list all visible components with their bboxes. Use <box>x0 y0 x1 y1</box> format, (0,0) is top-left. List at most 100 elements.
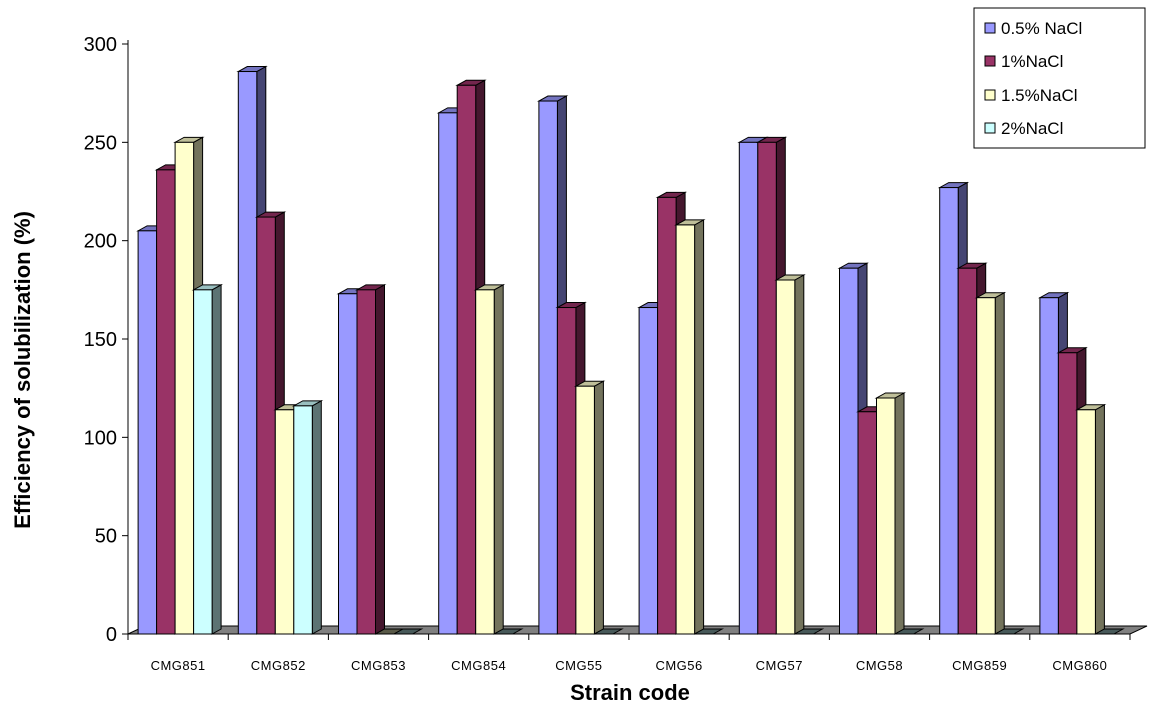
x-tick-label: CMG851 <box>151 658 206 673</box>
bar <box>392 628 424 635</box>
bar-side <box>311 400 322 635</box>
bar-front <box>738 141 759 635</box>
bar-front <box>638 307 659 635</box>
bar <box>355 283 387 635</box>
legend-item-3: 1.5%NaCl <box>984 86 1078 105</box>
bar-front <box>256 216 276 635</box>
bar-side <box>493 283 504 635</box>
bar-zero-slab <box>993 628 1025 635</box>
bar-front <box>556 307 577 635</box>
bar <box>1074 403 1107 635</box>
bar-front <box>876 397 896 635</box>
bar-side <box>211 283 222 635</box>
legend-item-2: 1%NaCl <box>984 52 1063 71</box>
bar-front <box>857 411 877 635</box>
bar-side <box>894 392 905 635</box>
x-tick-labels: CMG851 CMG852 CMG853 CMG854 CMG55 CMG56 CMG57 C… <box>151 658 1107 673</box>
bar-front <box>137 230 158 635</box>
bar-front <box>456 84 477 635</box>
y-tick-label: 100 <box>84 427 117 449</box>
legend-swatch <box>984 22 996 34</box>
legend-swatch <box>984 122 996 134</box>
legend: 0.5% NaCl 1%NaCl 1.5%NaCl 2%NaCl <box>973 7 1146 149</box>
bar <box>692 628 725 635</box>
bar <box>492 628 524 635</box>
bar-side <box>994 291 1005 635</box>
y-tick-labels: 0 50 100 150 200 250 300 <box>84 34 117 646</box>
bar-zero-slab <box>792 628 825 635</box>
bar-front <box>293 405 313 635</box>
bar-front <box>1057 352 1078 635</box>
x-tick-label: CMG852 <box>251 658 306 673</box>
x-axis-title: Strain code <box>570 680 690 705</box>
bar <box>592 628 624 635</box>
bar <box>674 219 706 635</box>
bar-front <box>1039 297 1059 635</box>
legend-swatch <box>984 89 996 101</box>
bar-zero-slab <box>1093 628 1125 635</box>
bar-front <box>356 289 376 635</box>
bar-front <box>957 267 978 635</box>
bar-side <box>694 219 705 635</box>
bar <box>1093 628 1125 635</box>
bar-front <box>538 100 558 635</box>
bar-front <box>475 289 495 635</box>
x-tick-label: CMG57 <box>756 658 803 673</box>
legend-label: 1%NaCl <box>1001 52 1063 71</box>
bar-side <box>794 274 805 635</box>
legend-label: 1.5%NaCl <box>1001 86 1078 105</box>
bar-front <box>156 169 176 635</box>
bar-front <box>976 297 996 635</box>
x-tick-label: CMG860 <box>1052 658 1107 673</box>
bar-front <box>757 141 777 635</box>
bar-side <box>375 283 385 635</box>
bar <box>893 628 925 635</box>
bar <box>792 628 825 635</box>
bar-zero-slab <box>692 628 725 635</box>
x-tick-label: CMG853 <box>351 658 406 673</box>
bar <box>573 380 606 635</box>
bar-front <box>174 141 195 635</box>
x-tick-label: CMG854 <box>451 658 506 673</box>
bar <box>974 291 1007 635</box>
x-tick-label: CMG56 <box>655 658 702 673</box>
bar-front <box>438 112 458 635</box>
bar-side <box>593 380 604 635</box>
legend-label: 0.5% NaCl <box>1001 19 1082 38</box>
bar-front <box>939 187 959 635</box>
bar-front <box>675 224 696 635</box>
bar <box>774 274 806 635</box>
bar-front <box>657 196 677 635</box>
y-tick-label: 300 <box>84 34 117 56</box>
x-tick-label: CMG859 <box>952 658 1007 673</box>
bar-front <box>775 279 796 635</box>
bar-front <box>274 409 295 635</box>
y-tick-label: 150 <box>84 329 117 351</box>
legend-box <box>973 7 1146 149</box>
bar <box>993 628 1025 635</box>
legend-item-4: 2%NaCl <box>984 119 1063 138</box>
legend-label: 2%NaCl <box>1001 119 1063 138</box>
bars-layer <box>136 65 1125 635</box>
x-tick-label: CMG58 <box>856 658 903 673</box>
bar-side <box>1094 403 1105 635</box>
bar-front <box>1076 409 1096 635</box>
bar-front <box>237 71 258 635</box>
bar <box>473 283 506 635</box>
bar-zero-slab <box>592 628 624 635</box>
y-tick-label: 50 <box>95 526 117 548</box>
bar <box>291 400 324 635</box>
x-tick-label: CMG55 <box>555 658 602 673</box>
bar-zero-slab <box>392 628 424 635</box>
bar-front <box>575 385 595 635</box>
bar-front <box>193 289 213 635</box>
legend-swatch <box>984 55 996 67</box>
bar <box>191 283 224 635</box>
bar-front <box>338 293 358 635</box>
bar-zero-slab <box>492 628 524 635</box>
y-tick-label: 0 <box>106 624 117 646</box>
bar-zero-slab <box>893 628 925 635</box>
legend-item-1: 0.5% NaCl <box>984 19 1082 38</box>
y-axis-title: Efficiency of solubilization (%) <box>10 211 35 529</box>
